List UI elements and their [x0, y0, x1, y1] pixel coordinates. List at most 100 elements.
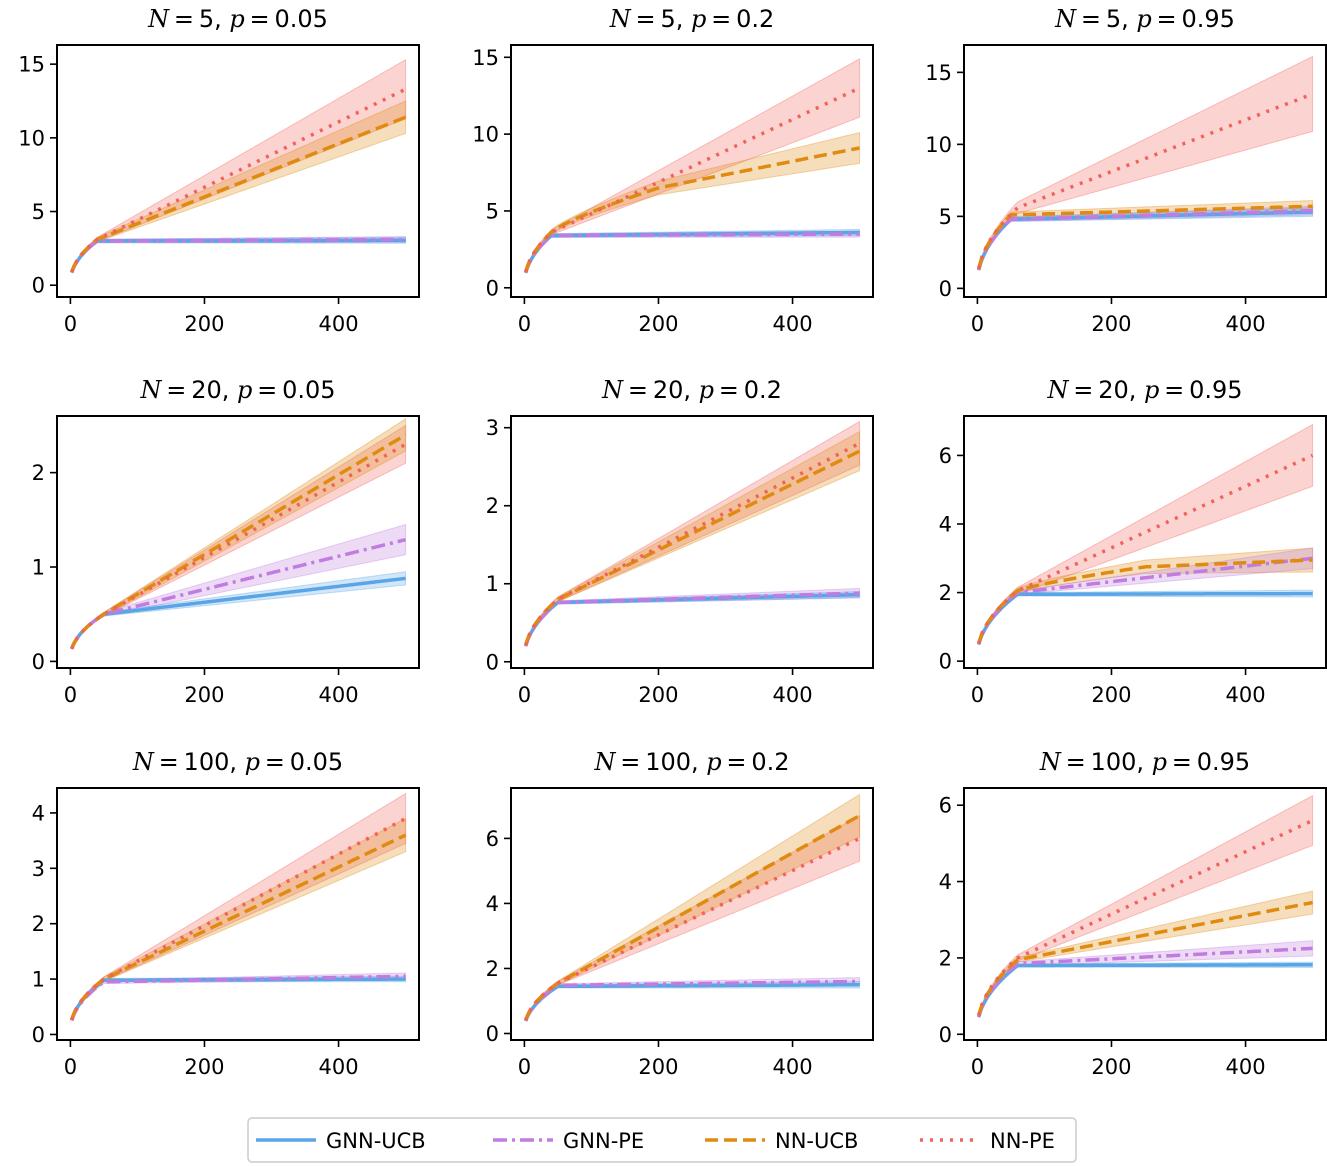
panel-9-line-gnn-pe	[977, 946, 1313, 1018]
panel-4-ytick-label-1: 1	[32, 556, 45, 580]
panel-6-title-part: 0.95	[1189, 376, 1242, 404]
panel-9-band-nn-ucb	[978, 890, 1314, 1017]
panel-9-band-gnn-ucb	[978, 961, 1314, 1018]
panel-7-title-part: =	[260, 748, 290, 776]
panel-7-line-gnn-pe	[70, 974, 406, 1022]
panel-6-xtick-label-400: 400	[1226, 683, 1266, 707]
panel-6-xtick-label-0: 0	[971, 683, 984, 707]
panel-5-ytick-label-1: 1	[486, 572, 499, 596]
panel-1-line-gnn-pe	[70, 237, 406, 274]
panel-2-line-nn-pe	[524, 86, 861, 273]
panel-9-line-gnn-ucb	[977, 963, 1313, 1018]
panel-6-band-gnn-pe	[978, 547, 1314, 645]
panel-2-title-part: ,	[676, 5, 691, 33]
legend-label-nn-ucb: NN-UCB	[775, 1129, 858, 1153]
panel-2-title-part: 0.2	[736, 5, 774, 33]
panel-2-frame	[510, 44, 874, 298]
panel-7-xtick-label-200: 200	[184, 1055, 224, 1079]
panel-3-line-nn-ucb	[977, 204, 1313, 270]
panel-5-band-nn-pe	[525, 420, 861, 646]
panel-2: 0 200 400 0 5 10 15 N = 5, p = 0.2	[472, 5, 874, 336]
panel-2-xtick-label-400: 400	[773, 312, 813, 336]
panel-3-ytick-label-0: 0	[939, 277, 952, 301]
panel-1-title-part: 0.05	[274, 5, 327, 33]
panel-3-title-part: ,	[1121, 5, 1136, 33]
panel-3-xtick-label-400: 400	[1226, 312, 1266, 336]
panel-1-frame	[56, 44, 420, 298]
legend-label-gnn-ucb: GNN-UCB	[326, 1129, 426, 1153]
panel-1-title-part: =	[245, 5, 275, 33]
panel-3-frame	[963, 44, 1327, 298]
panel-7-ytick-label-2: 2	[32, 912, 45, 936]
panel-2-title: N = 5, p = 0.2	[609, 5, 775, 33]
panel-7-line-nn-pe	[70, 816, 407, 1021]
panel-8-title-part: 100	[645, 748, 691, 776]
panel-4-title-part: =	[161, 376, 191, 404]
panel-1-title-part: =	[169, 5, 199, 33]
panel-2-plot-area	[524, 57, 861, 274]
panel-3-title-part: =	[1152, 5, 1182, 33]
panel-3-ytick-label-15: 15	[925, 61, 952, 85]
panel-5-frame	[510, 415, 874, 669]
panel-7-title-part: 0.05	[290, 748, 343, 776]
panel-2-ytick-label-0: 0	[486, 276, 499, 300]
legend: GNN-UCB GNN-PE NN-UCB NN-PE	[247, 1117, 1077, 1163]
panel-4-band-nn-ucb	[71, 417, 407, 650]
panel-8-xtick-label-400: 400	[773, 1055, 813, 1079]
panel-5-title-part: ,	[683, 376, 698, 404]
panel-2-title-part: N	[609, 5, 632, 33]
panel-8-title-part: =	[722, 748, 752, 776]
panel-9-title: N = 100, p = 0.95	[1039, 748, 1250, 776]
panel-9-line-nn-pe	[977, 818, 1314, 1016]
panel-6-title-part: N	[1046, 376, 1069, 404]
panel-4-title-part: =	[252, 376, 282, 404]
panel-8-title-part: 0.2	[751, 748, 789, 776]
panel-4-band-nn-pe	[71, 424, 407, 650]
panel-8-frame	[510, 787, 874, 1041]
panel-8-line-gnn-ucb	[524, 982, 860, 1022]
panel-4-title: N = 20, p = 0.05	[139, 376, 335, 404]
panel-8-plot-area	[524, 793, 861, 1022]
panel-1-line-gnn-ucb	[70, 238, 406, 274]
legend-label-nn-pe: NN-PE	[990, 1129, 1055, 1153]
panel-6-title: N = 20, p = 0.95	[1046, 376, 1242, 404]
panel-7-ytick-label-4: 4	[32, 801, 45, 825]
panel-5-title-part: N	[601, 376, 624, 404]
panel-9-ytick-label-6: 6	[939, 794, 952, 818]
panel-9-xtick-label-200: 200	[1091, 1055, 1131, 1079]
panel-7-band-nn-ucb	[71, 817, 407, 1021]
panel-4-line-nn-pe	[70, 442, 407, 650]
panel-1-xtick-label-0: 0	[64, 312, 77, 336]
panel-4-ytick-label-0: 0	[32, 650, 45, 674]
panel-6-title-part: =	[1159, 376, 1189, 404]
panel-2-band-nn-pe	[525, 57, 861, 273]
panel-7-plot-area	[70, 792, 407, 1022]
panel-9-band-nn-pe	[978, 794, 1314, 1016]
panel-5-title-part: 0.2	[744, 376, 782, 404]
panel-5: 0 200 400 0 1 2 3 N = 20, p = 0.2	[486, 376, 874, 707]
panel-4-title-part: 20	[191, 376, 222, 404]
panel-6-band-gnn-ucb	[978, 589, 1314, 645]
legend-frame	[247, 1117, 1077, 1163]
panel-3-line-gnn-pe	[977, 208, 1313, 271]
panel-9-xtick-label-0: 0	[971, 1055, 984, 1079]
panel-3-title-part: 0.95	[1181, 5, 1234, 33]
panel-7-title: N = 100, p = 0.05	[132, 748, 343, 776]
panel-9-title-part: 100	[1091, 748, 1137, 776]
panel-5-title-part: =	[623, 376, 653, 404]
panel-2-band-nn-ucb	[525, 131, 861, 273]
panel-4-line-nn-ucb	[70, 433, 407, 650]
panel-7-title-part: =	[154, 748, 184, 776]
panel-9-frame	[963, 787, 1327, 1041]
panel-1-ytick-label-0: 0	[32, 274, 45, 298]
panel-6-line-nn-ucb	[977, 558, 1313, 645]
panel-5-plot-area	[524, 420, 861, 647]
panel-4-line-gnn-ucb	[70, 576, 406, 650]
panel-9-xtick-label-400: 400	[1226, 1055, 1266, 1079]
panel-4-title-part: ,	[222, 376, 237, 404]
panel-4-plot-area	[70, 417, 407, 650]
panel-8-ytick-label-6: 6	[486, 827, 499, 851]
panel-3-plot-area	[977, 55, 1314, 271]
panel-7-frame	[56, 787, 420, 1041]
panel-1-xtick-label-400: 400	[319, 312, 359, 336]
